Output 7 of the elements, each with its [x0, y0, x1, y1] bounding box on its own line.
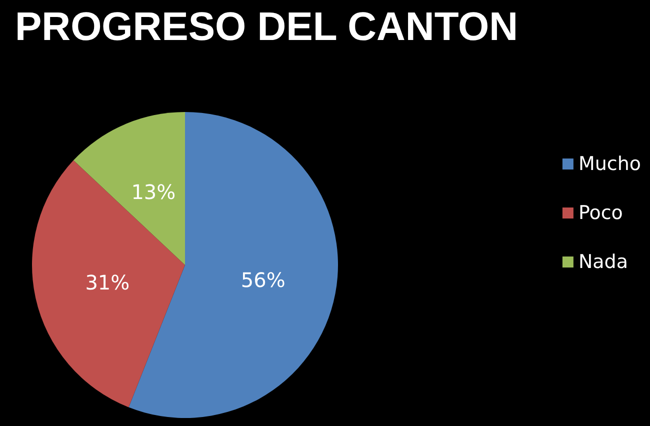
- data-label: 31%: [85, 270, 130, 294]
- legend-label: Mucho: [578, 153, 642, 175]
- data-label: 13%: [131, 180, 176, 204]
- legend-label: Nada: [578, 251, 628, 273]
- chart-title: PROGRESO DEL CANTON: [15, 5, 518, 49]
- data-label: 56%: [240, 268, 286, 292]
- legend-label: Poco: [578, 202, 623, 224]
